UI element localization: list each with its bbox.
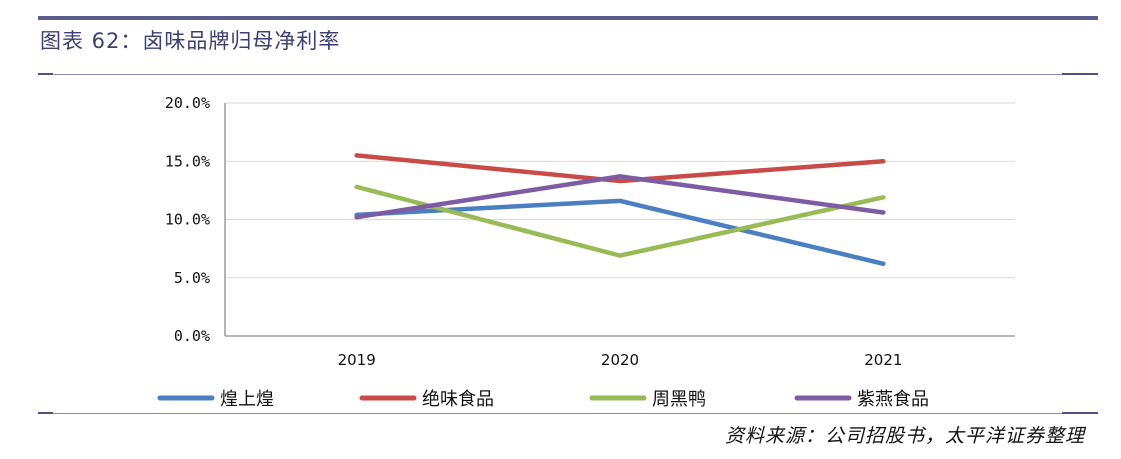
y-tick-label: 0.0%	[174, 327, 210, 345]
footer-rule-left	[38, 412, 53, 414]
footer-rule-mid	[53, 413, 1062, 414]
series-lines	[354, 153, 886, 267]
source-note: 资料来源：公司招股书，太平洋证券整理	[724, 425, 1085, 447]
footer-rule-right	[1062, 412, 1098, 414]
x-tick-label: 2020	[601, 351, 639, 369]
top-rule	[38, 16, 1098, 20]
legend-label: 周黑鸭	[652, 389, 706, 410]
header-rule-mid	[53, 74, 1062, 75]
series-line-2	[354, 153, 886, 184]
x-axis-ticks: 2019 2020 2021	[338, 351, 903, 369]
x-tick-label: 2021	[864, 351, 902, 369]
legend-label: 紫燕食品	[857, 389, 929, 410]
figure-title: 图表 62：卤味品牌归母净利率	[40, 29, 341, 53]
legend: 煌上煌 绝味食品 周黑鸭 紫燕食品	[157, 389, 929, 410]
y-axis-ticks: 0.0% 5.0% 10.0% 15.0% 20.0%	[165, 94, 210, 345]
y-tick-label: 20.0%	[165, 94, 210, 112]
header-rule-right	[1062, 73, 1098, 75]
y-tick-label: 5.0%	[174, 269, 210, 287]
series-line-3	[354, 184, 886, 258]
header-rule-left	[38, 73, 53, 75]
legend-label: 煌上煌	[220, 389, 274, 410]
grid-lines	[224, 102, 1015, 337]
series-line-4	[354, 174, 886, 220]
y-tick-label: 15.0%	[165, 152, 210, 170]
x-tick-label: 2019	[338, 351, 376, 369]
legend-label: 绝味食品	[422, 389, 494, 410]
y-tick-label: 10.0%	[165, 211, 210, 229]
